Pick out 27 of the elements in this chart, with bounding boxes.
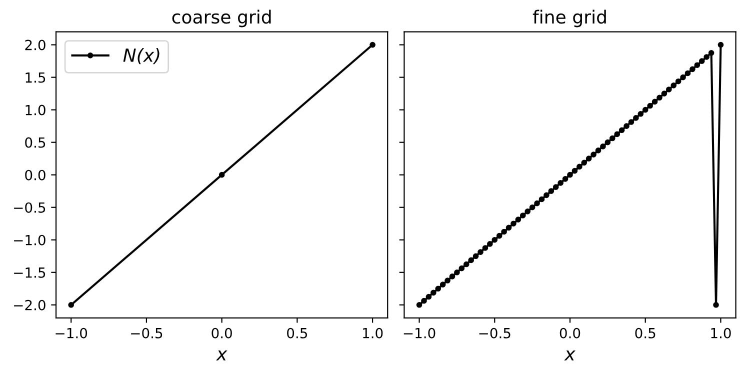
x-tick-label: −1.0 (404, 328, 436, 338)
x-tick-label: 1.0 (363, 328, 383, 338)
chart-title: coarse grid (172, 10, 271, 28)
y-tick-label: −1.0 (14, 234, 46, 246)
legend-label: N(x) (123, 48, 160, 64)
x-tick-label: −0.5 (131, 328, 162, 338)
x-tick-label: −0.5 (479, 328, 510, 338)
y-tick-label: −0.5 (14, 202, 46, 213)
y-tick-label: −1.5 (14, 268, 46, 278)
point (218, 172, 225, 178)
y-tick-label: 0.0 (25, 170, 46, 180)
x-tick-label: 0.5 (635, 328, 656, 338)
y-tick-label: 1.0 (26, 104, 46, 116)
y-tick-label: 0.5 (25, 137, 46, 148)
y-tick-label: 2.0 (25, 40, 46, 50)
x-axis-title: x (564, 350, 576, 360)
chart-title: fine grid (532, 10, 606, 28)
x-tick-label: 0.0 (212, 328, 232, 338)
point (370, 42, 376, 48)
x-tick-label: −1.0 (56, 328, 88, 338)
y-tick-label: −2.0 (14, 300, 46, 310)
x-tick-label: 0.0 (560, 328, 580, 338)
x-tick-label: 0.5 (287, 328, 308, 338)
x-axis-title: x (216, 350, 228, 360)
y-tick-label: 1.5 (26, 72, 46, 83)
point (68, 302, 74, 308)
x-tick-label: 1.0 (711, 328, 731, 338)
